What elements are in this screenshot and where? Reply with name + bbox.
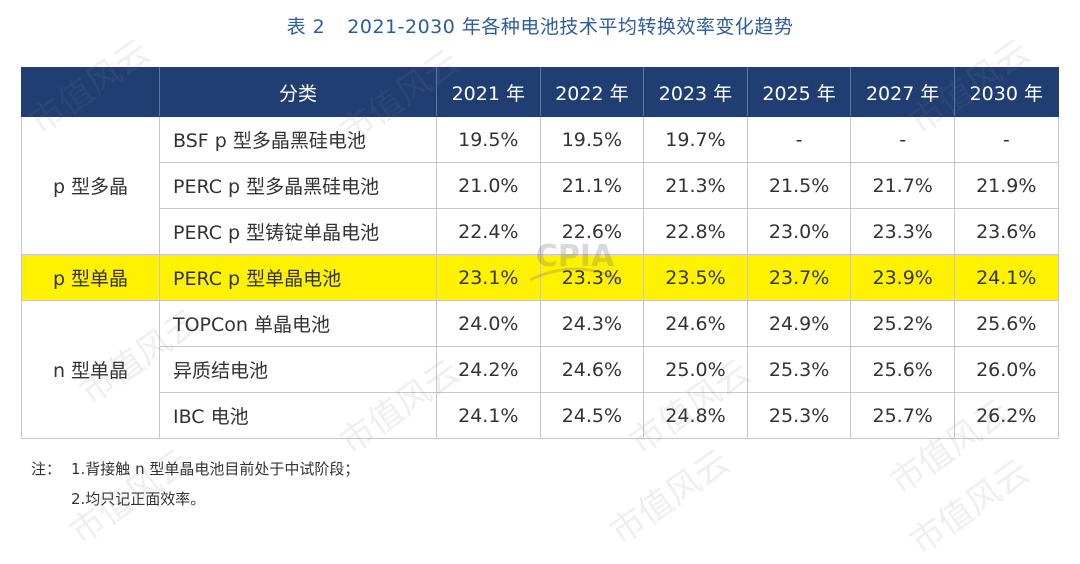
technology-name-cell: IBC 电池 <box>159 392 437 439</box>
note-item: 2.均只记正面效率。 <box>71 490 206 508</box>
efficiency-table: 分类 2021 年 2022 年 2023 年 2025 年 2027 年 20… <box>21 67 1059 439</box>
efficiency-value-cell: 24.2% <box>436 346 541 393</box>
header-year: 2027 年 <box>850 67 955 117</box>
efficiency-value-cell: 25.6% <box>850 346 955 393</box>
efficiency-value-cell: 26.2% <box>953 392 1059 439</box>
table-notes: 注： 1.背接触 n 型单晶电池目前处于中试阶段； 2.均只记正面效率。 <box>31 454 359 514</box>
efficiency-value-cell: 21.5% <box>746 162 852 209</box>
efficiency-value-cell: 26.0% <box>953 346 1059 393</box>
table-number: 表 2 <box>286 16 326 38</box>
efficiency-value-cell: 24.5% <box>539 392 645 439</box>
table-row: PERC p 型多晶黑硅电池 21.0% 21.1% 21.3% 21.5% 21.7% 2… <box>22 162 1059 209</box>
efficiency-value-cell: 23.3% <box>850 208 955 255</box>
notes-label: 注： <box>31 460 62 478</box>
efficiency-value-cell: 24.1% <box>436 392 541 439</box>
technology-name-cell: PERC p 型多晶黑硅电池 <box>159 162 437 209</box>
efficiency-value-cell: 25.7% <box>850 392 955 439</box>
watermark-text: 市值风云 <box>602 441 738 553</box>
efficiency-value-cell: 21.3% <box>643 162 748 209</box>
table-header-row: 分类 2021 年 2022 年 2023 年 2025 年 2027 年 20… <box>21 67 1059 117</box>
technology-name-cell: TOPCon 单晶电池 <box>159 300 437 347</box>
header-blank <box>21 67 160 117</box>
header-year: 2023 年 <box>643 67 748 117</box>
efficiency-value-cell: 21.1% <box>539 162 645 209</box>
efficiency-value-cell: 25.2% <box>850 300 955 347</box>
header-year: 2025 年 <box>746 67 852 117</box>
efficiency-value-cell: 25.0% <box>643 346 748 393</box>
table-title: 表 2 2021-2030 年各种电池技术平均转换效率变化趋势 <box>0 12 1080 39</box>
efficiency-value-cell: 23.5% <box>643 254 748 301</box>
efficiency-value-cell: 21.0% <box>436 162 541 209</box>
efficiency-value-cell: 23.3% <box>539 254 645 301</box>
efficiency-value-cell: 19.5% <box>539 116 645 163</box>
efficiency-value-cell: - <box>850 116 955 163</box>
note-item: 1.背接触 n 型单晶电池目前处于中试阶段； <box>71 460 360 478</box>
header-year: 2030 年 <box>953 67 1059 117</box>
technology-name-cell: BSF p 型多晶黑硅电池 <box>159 116 437 163</box>
efficiency-value-cell: 23.6% <box>953 208 1059 255</box>
efficiency-value-cell: 22.8% <box>643 208 748 255</box>
efficiency-value-cell: 19.5% <box>436 116 541 163</box>
efficiency-value-cell: 21.9% <box>953 162 1059 209</box>
efficiency-value-cell: - <box>746 116 852 163</box>
technology-name-cell: 异质结电池 <box>159 346 437 393</box>
efficiency-value-cell: 24.0% <box>436 300 541 347</box>
efficiency-value-cell: 23.1% <box>436 254 541 301</box>
efficiency-value-cell: 23.9% <box>850 254 955 301</box>
efficiency-value-cell: 22.4% <box>436 208 541 255</box>
technology-name-cell: PERC p 型单晶电池 <box>159 254 437 301</box>
efficiency-value-cell: 24.6% <box>643 300 748 347</box>
table-row: p 型单晶 PERC p 型单晶电池 23.1% 23.3% 23.5% 23.7% 23.… <box>21 254 1059 301</box>
efficiency-value-cell: 25.6% <box>953 300 1059 347</box>
note-line-2: 2.均只记正面效率。 <box>31 484 359 514</box>
category-cell: n 型单晶 <box>21 300 160 439</box>
efficiency-value-cell: 24.8% <box>643 392 748 439</box>
table-row: 异质结电池 24.2% 24.6% 25.0% 25.3% 25.6% 26.0% <box>22 346 1059 393</box>
table-row: PERC p 型铸锭单晶电池 22.4% 22.6% 22.8% 23.0% 23.3% 2… <box>22 208 1059 255</box>
efficiency-value-cell: 24.1% <box>953 254 1059 301</box>
table-title-text: 2021-2030 年各种电池技术平均转换效率变化趋势 <box>347 16 794 38</box>
efficiency-value-cell: - <box>953 116 1059 163</box>
table-row: n 型单晶 TOPCon 单晶电池 24.0% 24.3% 24.6% 24.9% 25.2… <box>21 300 1059 439</box>
technology-name-cell: PERC p 型铸锭单晶电池 <box>159 208 437 255</box>
watermark-text: 市值风云 <box>902 451 1038 563</box>
category-cell: p 型单晶 <box>21 254 160 301</box>
efficiency-value-cell: 23.7% <box>746 254 852 301</box>
category-cell: p 型多晶 <box>21 116 160 255</box>
header-category: 分类 <box>159 67 437 117</box>
header-year: 2022 年 <box>539 67 645 117</box>
efficiency-value-cell: 25.3% <box>746 392 852 439</box>
efficiency-value-cell: 22.6% <box>539 208 645 255</box>
efficiency-value-cell: 23.0% <box>746 208 852 255</box>
efficiency-value-cell: 24.9% <box>746 300 852 347</box>
header-year: 2021 年 <box>436 67 541 117</box>
table-row: p 型多晶 BSF p 型多晶黑硅电池 19.5% 19.5% 19.7% - - - <box>21 116 1059 255</box>
efficiency-value-cell: 24.6% <box>539 346 645 393</box>
efficiency-value-cell: 21.7% <box>850 162 955 209</box>
efficiency-value-cell: 19.7% <box>643 116 748 163</box>
efficiency-value-cell: 25.3% <box>746 346 852 393</box>
table-row: IBC 电池 24.1% 24.5% 24.8% 25.3% 25.7% 26.2% <box>22 392 1059 439</box>
note-line-1: 注： 1.背接触 n 型单晶电池目前处于中试阶段； <box>31 454 359 484</box>
efficiency-value-cell: 24.3% <box>539 300 645 347</box>
